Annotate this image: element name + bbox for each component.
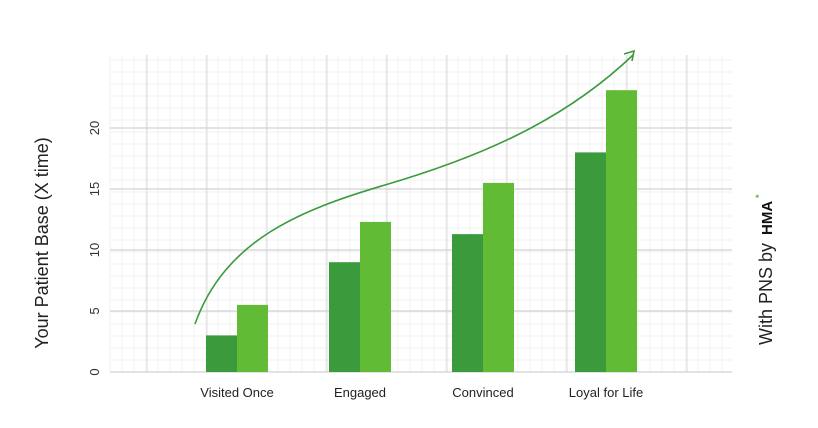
growth-arrowhead (623, 49, 636, 62)
x-category-label: Loyal for Life (569, 385, 643, 400)
chart-grid (109, 55, 732, 373)
y-tick-label: 15 (87, 182, 102, 196)
growth-arrow (194, 54, 634, 325)
y-tick-label: 0 (87, 368, 102, 375)
bar (329, 262, 360, 372)
bar (452, 234, 483, 372)
x-category-label: Convinced (452, 385, 513, 400)
brand-logo-mark: * (754, 194, 764, 198)
brand-credit-label: With PNS by (756, 243, 776, 345)
chart-bars (206, 90, 637, 373)
x-axis-categories: Visited Once Engaged Convinced Loyal for Li… (200, 385, 643, 400)
bar (483, 182, 514, 372)
x-category-label: Visited Once (200, 385, 273, 400)
x-category-label: Engaged (334, 385, 386, 400)
y-tick-label: 5 (87, 307, 102, 314)
bar (206, 335, 237, 372)
bar (360, 221, 391, 372)
bar (606, 90, 637, 373)
y-axis-ticks: 0 5 10 15 20 (87, 121, 102, 376)
brand-logo: HMA (759, 201, 776, 235)
brand-credit: With PNS by HMA * (754, 194, 776, 345)
y-tick-label: 10 (87, 243, 102, 257)
y-tick-label: 20 (87, 121, 102, 135)
y-axis-label: Your Patient Base (X time) (32, 137, 52, 348)
bar (575, 152, 606, 372)
bar (237, 304, 268, 372)
